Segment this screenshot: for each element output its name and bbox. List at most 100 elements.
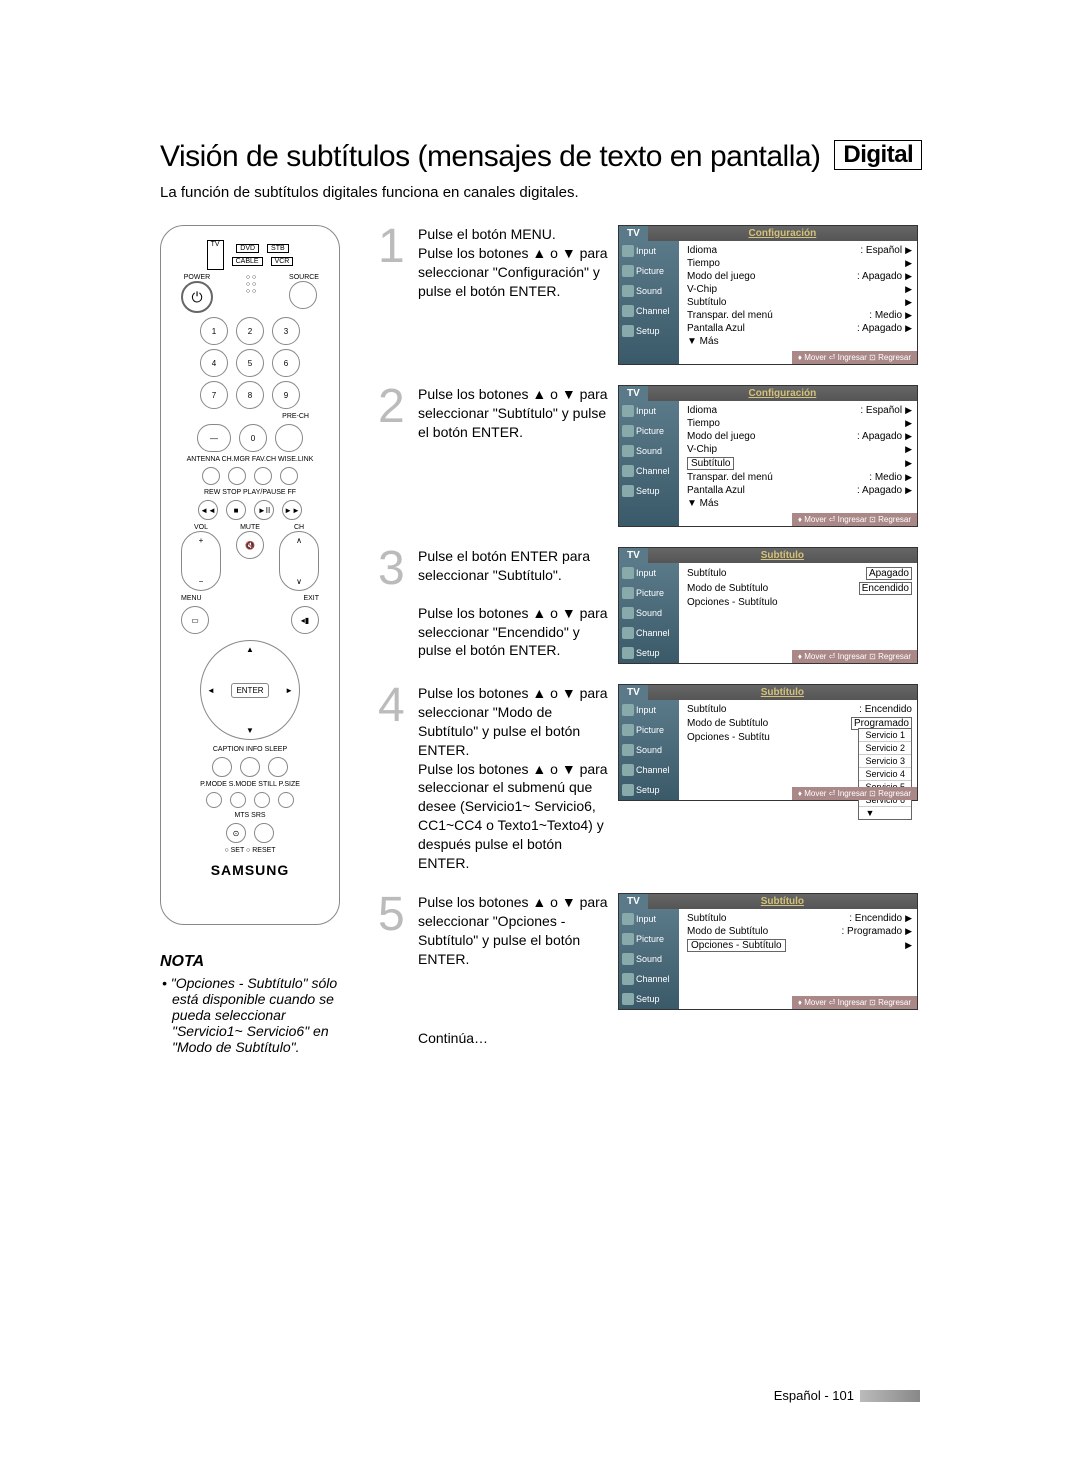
tv-menu-row[interactable]: Pantalla Azul: Apagado▶ (687, 484, 912, 497)
tv-menu-row[interactable]: Modo del juego: Apagado▶ (687, 430, 912, 443)
wiselink-button[interactable] (280, 467, 298, 485)
num-7[interactable]: 7 (200, 381, 228, 409)
sidebar-label: Channel (636, 974, 670, 984)
tv-dropdown-item[interactable]: Servicio 1 (859, 729, 911, 742)
tv-row-label: Modo de Subtítulo (687, 718, 768, 729)
tv-menu-row[interactable]: ▼ Más (687, 335, 912, 348)
chevron-right-icon: ▶ (905, 940, 912, 951)
tv-menu-row[interactable]: V-Chip▶ (687, 283, 912, 296)
tv-menu-row[interactable]: Opciones - Subtítulo▶ (687, 938, 912, 953)
tv-menu-row[interactable]: Subtítulo: Encendido (687, 703, 912, 716)
tv-sidebar-item[interactable]: Input (619, 401, 679, 421)
tv-sidebar-item[interactable]: Channel (619, 461, 679, 481)
play-button[interactable]: ►II (254, 500, 274, 520)
tv-row-label: Modo de Subtítulo (687, 926, 768, 937)
tv-dropdown[interactable]: Servicio 1Servicio 2Servicio 3Servicio 4… (858, 728, 912, 820)
source-button[interactable] (289, 281, 317, 309)
tv-sidebar-item[interactable]: Sound (619, 281, 679, 301)
tv-dropdown-item[interactable]: Servicio 2 (859, 742, 911, 755)
tv-menu-row[interactable]: Modo de Subtítulo: Programado▶ (687, 925, 912, 938)
tv-menu-row[interactable]: Opciones - Subtítulo (687, 596, 912, 609)
favch-button[interactable] (254, 467, 272, 485)
tv-menu-row[interactable]: Subtítulo▶ (687, 296, 912, 309)
tv-sidebar-item[interactable]: Setup (619, 643, 679, 663)
tv-menu-row[interactable]: ▼ Más (687, 497, 912, 510)
tv-menu-row[interactable]: Idioma: Español▶ (687, 404, 912, 417)
tv-menu-row[interactable]: Transpar. del menú: Medio▶ (687, 309, 912, 322)
num-9[interactable]: 9 (272, 381, 300, 409)
num-4[interactable]: 4 (200, 349, 228, 377)
tv-sidebar-item[interactable]: Channel (619, 969, 679, 989)
ff-button[interactable]: ►► (282, 500, 302, 520)
tv-sidebar-item[interactable]: Input (619, 241, 679, 261)
sleep-button[interactable] (268, 757, 288, 777)
info-button[interactable] (240, 757, 260, 777)
tv-sidebar-item[interactable]: Sound (619, 441, 679, 461)
enter-button[interactable]: ENTER (231, 683, 268, 698)
tv-menu-row[interactable]: Modo de SubtítuloEncendido (687, 581, 912, 596)
menu-button[interactable]: ▭ (181, 606, 209, 634)
tv-sidebar-item[interactable]: Picture (619, 583, 679, 603)
tv-dropdown-item[interactable]: ▼ (859, 807, 911, 819)
tv-sidebar-item[interactable]: Channel (619, 623, 679, 643)
tv-sidebar-item[interactable]: Input (619, 909, 679, 929)
num-5[interactable]: 5 (236, 349, 264, 377)
vol-rocker[interactable]: +− (181, 531, 221, 591)
tv-sidebar-item[interactable]: Picture (619, 421, 679, 441)
stop-button[interactable]: ■ (226, 500, 246, 520)
num-3[interactable]: 3 (272, 317, 300, 345)
tv-menu-row[interactable]: Tiempo▶ (687, 257, 912, 270)
mute-button[interactable]: 🔇 (236, 531, 264, 559)
srs-button[interactable] (254, 823, 274, 843)
rew-button[interactable]: ◄◄ (198, 500, 218, 520)
psize-button[interactable] (278, 792, 294, 808)
tv-sidebar-item[interactable]: Picture (619, 261, 679, 281)
tv-sidebar-item[interactable]: Picture (619, 720, 679, 740)
tv-sidebar-item[interactable]: Setup (619, 481, 679, 501)
tv-menu-row[interactable]: Tiempo▶ (687, 417, 912, 430)
dash-button[interactable]: — (197, 424, 231, 452)
tv-sidebar-item[interactable]: Sound (619, 603, 679, 623)
mts-button[interactable]: ⊙ (226, 823, 246, 843)
prech-button[interactable] (275, 424, 303, 452)
tv-sidebar-item[interactable]: Channel (619, 760, 679, 780)
tv-sidebar: InputPictureSoundChannelSetup (619, 563, 679, 663)
ch-rocker[interactable]: ∧∨ (279, 531, 319, 591)
tv-menu-row[interactable]: Idioma: Español▶ (687, 244, 912, 257)
tv-sidebar-item[interactable]: Input (619, 700, 679, 720)
num-2[interactable]: 2 (236, 317, 264, 345)
tv-dropdown-item[interactable]: Servicio 3 (859, 755, 911, 768)
exit-button[interactable]: ◂▮ (291, 606, 319, 634)
caption-button[interactable] (212, 757, 232, 777)
tv-menu-row[interactable]: Subtítulo: Encendido▶ (687, 912, 912, 925)
still-button[interactable] (254, 792, 270, 808)
dpad[interactable]: ▲ ▼ ◄ ► ENTER (200, 640, 300, 740)
tv-sidebar-item[interactable]: Setup (619, 989, 679, 1009)
tv-menu-row[interactable]: Pantalla Azul: Apagado▶ (687, 322, 912, 335)
tv-sidebar-item[interactable]: Setup (619, 780, 679, 800)
tv-sidebar-item[interactable]: Sound (619, 949, 679, 969)
smode-button[interactable] (230, 792, 246, 808)
chmgr-button[interactable] (228, 467, 246, 485)
tv-sidebar-item[interactable]: Picture (619, 929, 679, 949)
tv-sidebar-item[interactable]: Setup (619, 321, 679, 341)
tv-sidebar-item[interactable]: Channel (619, 301, 679, 321)
tv-dropdown-item[interactable]: Servicio 4 (859, 768, 911, 781)
sidebar-icon (622, 647, 634, 659)
tv-menu-row[interactable]: Transpar. del menú: Medio▶ (687, 471, 912, 484)
pmode-button[interactable] (206, 792, 222, 808)
sidebar-icon (622, 325, 634, 337)
power-button[interactable]: ⏻ (181, 281, 213, 313)
num-1[interactable]: 1 (200, 317, 228, 345)
num-6[interactable]: 6 (272, 349, 300, 377)
num-0[interactable]: 0 (239, 424, 267, 452)
tv-menu-row[interactable]: Modo del juego: Apagado▶ (687, 270, 912, 283)
tv-menu-row[interactable]: Subtítulo▶ (687, 456, 912, 471)
tv-sidebar-item[interactable]: Sound (619, 740, 679, 760)
num-8[interactable]: 8 (236, 381, 264, 409)
antenna-button[interactable] (202, 467, 220, 485)
tv-sidebar-item[interactable]: Input (619, 563, 679, 583)
tv-menu-row[interactable]: V-Chip▶ (687, 443, 912, 456)
tv-row-label: Idioma (687, 405, 717, 416)
tv-menu-row[interactable]: SubtítuloApagado (687, 566, 912, 581)
